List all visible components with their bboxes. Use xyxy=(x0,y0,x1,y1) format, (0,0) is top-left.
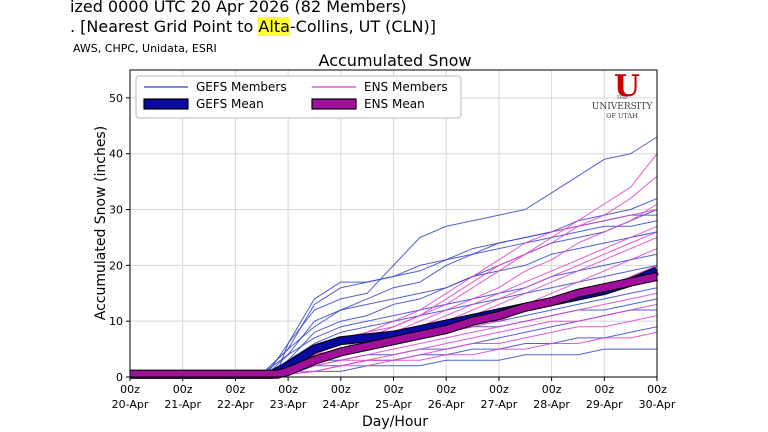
logo-text-of-utah: OF UTAH xyxy=(606,112,638,120)
x-tick-day-label: 30-Apr xyxy=(639,398,676,411)
y-tick-label: 40 xyxy=(109,148,123,161)
run-header-line: ized 0000 UTC 20 Apr 2026 (82 Members) xyxy=(70,0,407,16)
chart-title: Accumulated Snow xyxy=(319,51,472,70)
logo-text-university: UNIVERSITY xyxy=(592,102,654,112)
x-tick-day-label: 23-Apr xyxy=(270,398,307,411)
x-tick-hour-label: 00z xyxy=(278,383,298,396)
series-ens-mean-0 xyxy=(130,273,658,378)
x-tick-hour-label: 00z xyxy=(436,383,456,396)
location-highlight: Alta xyxy=(258,17,290,36)
x-tick-day-label: 20-Apr xyxy=(112,398,149,411)
logo-u-mark: U xyxy=(614,69,640,104)
x-tick-hour-label: 00z xyxy=(120,383,140,396)
university-logo: U THE UNIVERSITY OF UTAH xyxy=(592,69,654,120)
x-tick-day-label: 28-Apr xyxy=(533,398,570,411)
data-sources-line: AWS, CHPC, Unidata, ESRI xyxy=(73,42,217,55)
legend-box xyxy=(135,75,462,119)
series-gefs-13 xyxy=(130,209,658,375)
x-tick-hour-label: 00z xyxy=(594,383,614,396)
legend-label-ens-members: ENS Members xyxy=(364,80,448,94)
legend-swatch-gefs-mean xyxy=(143,98,189,110)
x-tick-hour-label: 00z xyxy=(542,383,562,396)
y-tick-label: 0 xyxy=(116,371,123,384)
logo-text-the: THE xyxy=(616,95,628,101)
x-tick-hour-label: 00z xyxy=(647,383,667,396)
series-gefs-1 xyxy=(130,197,658,375)
x-tick-hour-label: 00z xyxy=(384,383,404,396)
x-axis-label: Day/Hour xyxy=(362,414,428,430)
x-tick-day-label: 24-Apr xyxy=(322,398,359,411)
y-axis-label: Accumulated Snow (inches) xyxy=(93,126,109,320)
x-tick-day-label: 22-Apr xyxy=(217,398,254,411)
legend: GEFS Members ENS Members GEFS Mean ENS M… xyxy=(135,75,462,119)
x-axis-ticks: 00z 20-Apr 00z 21-Apr 00z 22-Apr 00z 23-Apr 00z 2… xyxy=(112,377,676,411)
series-gefs-11 xyxy=(130,348,657,375)
y-tick-label: 50 xyxy=(109,92,123,105)
y-tick-label: 10 xyxy=(109,315,123,328)
legend-label-ens-mean: ENS Mean xyxy=(364,97,425,111)
x-tick-hour-label: 00z xyxy=(331,383,351,396)
legend-swatch-ens-mean xyxy=(311,98,357,110)
series-ens-10 xyxy=(130,331,658,375)
x-tick-day-label: 26-Apr xyxy=(428,398,465,411)
x-tick-day-label: 25-Apr xyxy=(375,398,412,411)
location-header-line: . [Nearest Grid Point to Alta-Collins, U… xyxy=(70,17,436,36)
series-ens-9 xyxy=(130,315,658,375)
x-tick-day-label: 21-Apr xyxy=(164,398,201,411)
series-gefs-12 xyxy=(130,220,658,375)
x-tick-hour-label: 00z xyxy=(489,383,509,396)
y-tick-label: 20 xyxy=(109,259,123,272)
y-axis-ticks: 0 10 20 30 40 50 xyxy=(109,92,130,384)
legend-label-gefs-mean: GEFS Mean xyxy=(196,97,264,111)
y-tick-label: 30 xyxy=(109,204,123,217)
location-prefix: . [Nearest Grid Point to xyxy=(70,17,259,36)
x-tick-hour-label: 00z xyxy=(173,383,193,396)
location-suffix: -Collins, UT (CLN)] xyxy=(289,17,436,36)
series-gefs-0 xyxy=(130,136,658,375)
x-tick-day-label: 29-Apr xyxy=(586,398,623,411)
x-tick-day-label: 27-Apr xyxy=(481,398,518,411)
legend-label-gefs-members: GEFS Members xyxy=(196,80,287,94)
series-layer xyxy=(130,136,659,379)
x-tick-hour-label: 00z xyxy=(226,383,246,396)
